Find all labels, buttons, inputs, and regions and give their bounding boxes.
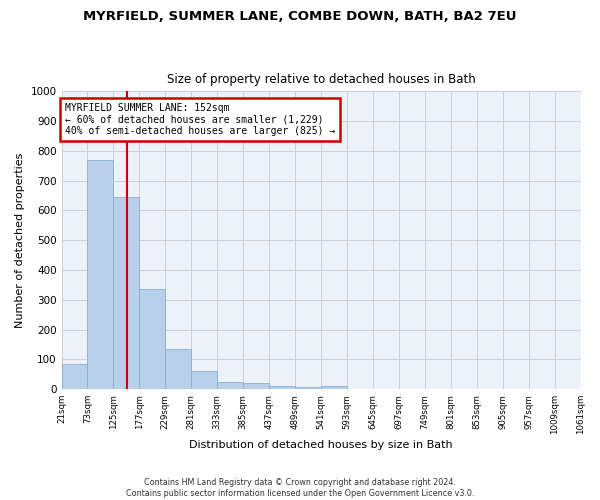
Bar [166,349,191,389]
Bar [295,387,321,389]
Y-axis label: Number of detached properties: Number of detached properties [15,152,25,328]
Text: Contains HM Land Registry data © Crown copyright and database right 2024.
Contai: Contains HM Land Registry data © Crown c… [126,478,474,498]
Bar [269,386,295,389]
Bar [217,382,243,389]
Bar [243,384,269,389]
Bar [88,160,113,389]
Bar [191,372,217,389]
Text: MYRFIELD SUMMER LANE: 152sqm
← 60% of detached houses are smaller (1,229)
40% of: MYRFIELD SUMMER LANE: 152sqm ← 60% of de… [65,103,335,136]
Bar [139,290,166,389]
Bar [62,364,88,389]
X-axis label: Distribution of detached houses by size in Bath: Distribution of detached houses by size … [189,440,453,450]
Bar [321,386,347,389]
Text: MYRFIELD, SUMMER LANE, COMBE DOWN, BATH, BA2 7EU: MYRFIELD, SUMMER LANE, COMBE DOWN, BATH,… [83,10,517,23]
Bar [113,197,139,389]
Title: Size of property relative to detached houses in Bath: Size of property relative to detached ho… [167,73,475,86]
